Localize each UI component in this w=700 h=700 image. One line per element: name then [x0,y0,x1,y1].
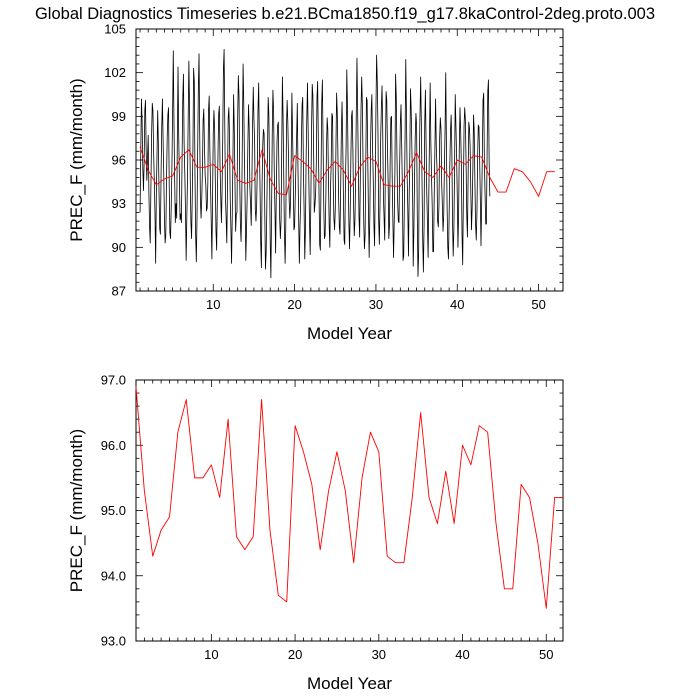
series-line-annual-mean [139,146,555,197]
y-tick-label: 96 [112,153,126,168]
y-axis-title: PREC_F (mm/month) [67,78,86,241]
y-tick-label: 99 [112,109,126,124]
plot-frame [135,379,564,642]
x-axis-title: Model Year [307,674,392,693]
x-tick-label: 30 [372,647,386,662]
x-tick-label: 10 [204,647,218,662]
y-tick-label: 95.0 [101,503,126,518]
x-tick-label: 50 [539,647,553,662]
x-tick-label: 20 [287,297,301,312]
y-tick-label: 90 [112,240,126,255]
y-tick-label: 94.0 [101,568,126,583]
y-tick-label: 105 [104,22,126,37]
top-panel-timeseries: 10 20 30 40 50 87 90 93 96 99 102 105 Model Year PREC… [67,22,564,343]
x-axis-title: Model Year [307,324,392,343]
x-tick-label: 20 [288,647,302,662]
y-tick-label: 93 [112,196,126,211]
x-tick-label: 40 [450,297,464,312]
x-tick-label: 40 [455,647,469,662]
y-tick-label: 102 [104,65,126,80]
y-tick-label: 96.0 [101,438,126,453]
y-axis-title: PREC_F (mm/month) [67,429,86,592]
y-tick-label: 87 [112,284,126,299]
y-tick-label: 93.0 [101,634,126,649]
y-tick-label: 97.0 [101,373,126,388]
x-tick-label: 30 [369,297,383,312]
figure-title: Global Diagnostics Timeseries b.e21.BCma… [35,5,655,23]
bottom-panel-annual-mean: 10 20 30 40 50 93.0 94.0 95.0 96.0 97.0 Model Year… [67,373,564,693]
x-tick-label: 10 [206,297,220,312]
series-line-monthly [139,48,491,279]
series-line-annual-mean [135,386,563,609]
x-tick-label: 50 [531,297,545,312]
